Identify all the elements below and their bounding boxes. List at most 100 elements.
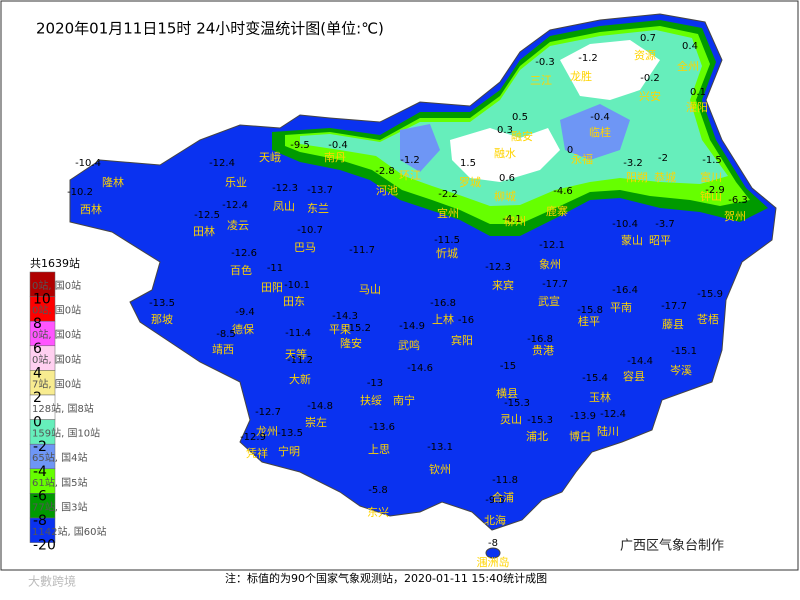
- station-value: -11.8: [492, 475, 518, 486]
- station-value: -15.3: [504, 398, 530, 409]
- station-value: -10.2: [67, 187, 93, 198]
- station-value: 0.7: [640, 33, 656, 44]
- station-value: -14.3: [332, 311, 358, 322]
- station-name: 忻城: [436, 247, 458, 260]
- legend-swatch: [29, 443, 56, 470]
- station-name: 百色: [230, 263, 252, 277]
- station-value: -12.1: [539, 240, 565, 251]
- station-value: -8: [488, 538, 498, 549]
- station-name: 恭城: [654, 171, 676, 184]
- station-name: 融安: [511, 129, 533, 143]
- station-name: 凭祥: [246, 446, 268, 460]
- station-name: 蒙山: [621, 234, 643, 247]
- station-name: 宾阳: [451, 333, 473, 347]
- legend-swatch: [29, 345, 56, 371]
- station-name: 巴马: [294, 241, 316, 254]
- station-name: 昭平: [649, 234, 671, 247]
- station-value: -10.4: [612, 219, 638, 230]
- station-value: -14.8: [307, 401, 333, 412]
- station-name: 河池: [376, 184, 398, 197]
- station-name: 柳州: [504, 214, 526, 228]
- station-name: 资源: [634, 48, 656, 62]
- footnote: 注：标值的为90个国家气象观测站，2020-01-11 15:40统计成图: [225, 571, 547, 585]
- station-value: 0.3: [497, 125, 513, 136]
- station-name: 西林: [80, 202, 102, 216]
- legend-count: 159站, 国10站: [32, 427, 100, 440]
- station-name: 苍梧: [697, 312, 719, 326]
- station-name: 隆安: [340, 336, 362, 350]
- legend-tick: 4: [33, 365, 42, 381]
- station-value: -10.7: [297, 225, 323, 236]
- station-name: 上思: [368, 443, 390, 456]
- producer: 广西区气象台制作: [620, 538, 724, 554]
- legend-tick: 10: [33, 292, 51, 308]
- station-value: -4.6: [553, 186, 573, 197]
- station-name: 环江: [399, 169, 421, 182]
- station-value: -12.5: [194, 210, 220, 221]
- station-name: 南丹: [324, 151, 346, 164]
- station-name: 凌云: [227, 218, 249, 232]
- legend-swatch: [29, 468, 56, 494]
- station-name: 桂平: [578, 314, 600, 328]
- station-name: 宁明: [278, 444, 300, 458]
- station-name: 钟山: [700, 189, 722, 203]
- station-value: -2.8: [375, 166, 395, 177]
- station-value: -16: [458, 315, 474, 326]
- station-value: 0.5: [512, 112, 528, 123]
- station-name: 东兴: [367, 506, 389, 519]
- station-value: -2.2: [438, 189, 458, 200]
- station-value: -10.1: [284, 280, 310, 291]
- station-value: -15.8: [577, 305, 603, 316]
- station-name: 大新: [289, 372, 311, 386]
- map-title: 2020年01月11日15时 24小时变温统计图(单位:℃): [36, 20, 384, 38]
- station-value: -17.7: [542, 279, 568, 290]
- station-name: 上林: [432, 312, 454, 326]
- station-name: 容县: [623, 369, 645, 383]
- station-name: 天峨: [259, 151, 281, 164]
- station-name: 天等: [285, 347, 307, 361]
- island: [485, 547, 501, 559]
- station-value: -15.9: [697, 289, 723, 300]
- station-value: -12.3: [485, 262, 511, 273]
- station-name: 马山: [359, 283, 381, 296]
- station-value: -9.4: [235, 307, 255, 318]
- station-name: 南宁: [393, 393, 415, 407]
- station-value: -12.3: [272, 183, 298, 194]
- legend-count: 0站, 国0站: [32, 328, 81, 341]
- legend-tick: -20: [33, 538, 56, 554]
- station-name: 临桂: [589, 125, 611, 139]
- station-name: 扶绥: [360, 393, 382, 407]
- station-value: -15.1: [671, 346, 697, 357]
- legend-swatch: [29, 320, 56, 347]
- station-value: -16.8: [527, 334, 553, 345]
- legend-tick: 6: [33, 341, 42, 357]
- station-name: 武鸣: [398, 338, 420, 352]
- station-name: 阳朔: [626, 171, 648, 184]
- station-value: -13.5: [277, 428, 303, 439]
- station-value: 0.6: [499, 173, 515, 184]
- station-name: 藤县: [662, 318, 684, 331]
- station-value: -15.4: [582, 373, 608, 384]
- station-value: -0.4: [590, 112, 610, 123]
- station-name: 那坡: [151, 313, 173, 326]
- station-value: -1.2: [400, 155, 420, 166]
- station-value: -14.9: [399, 321, 425, 332]
- zone-lightblue: [400, 124, 440, 172]
- legend-count: 128站, 国8站: [32, 402, 94, 415]
- station-value: -2.9: [705, 185, 725, 196]
- station-name: 靖西: [212, 343, 234, 356]
- station-value: -12.6: [231, 248, 257, 259]
- legend-swatch: [29, 296, 56, 322]
- station-name: 田林: [193, 224, 215, 238]
- station-name: 宜州: [437, 206, 459, 220]
- station-value: -16.4: [612, 285, 638, 296]
- station-name: 富川: [700, 170, 722, 184]
- legend-count: 0站, 国0站: [32, 353, 81, 366]
- station-value: -12.4: [209, 158, 235, 169]
- station-name: 柳城: [494, 189, 516, 203]
- station-value: -15: [500, 361, 516, 372]
- station-name: 玉林: [589, 390, 611, 404]
- station-name: 隆林: [102, 175, 124, 189]
